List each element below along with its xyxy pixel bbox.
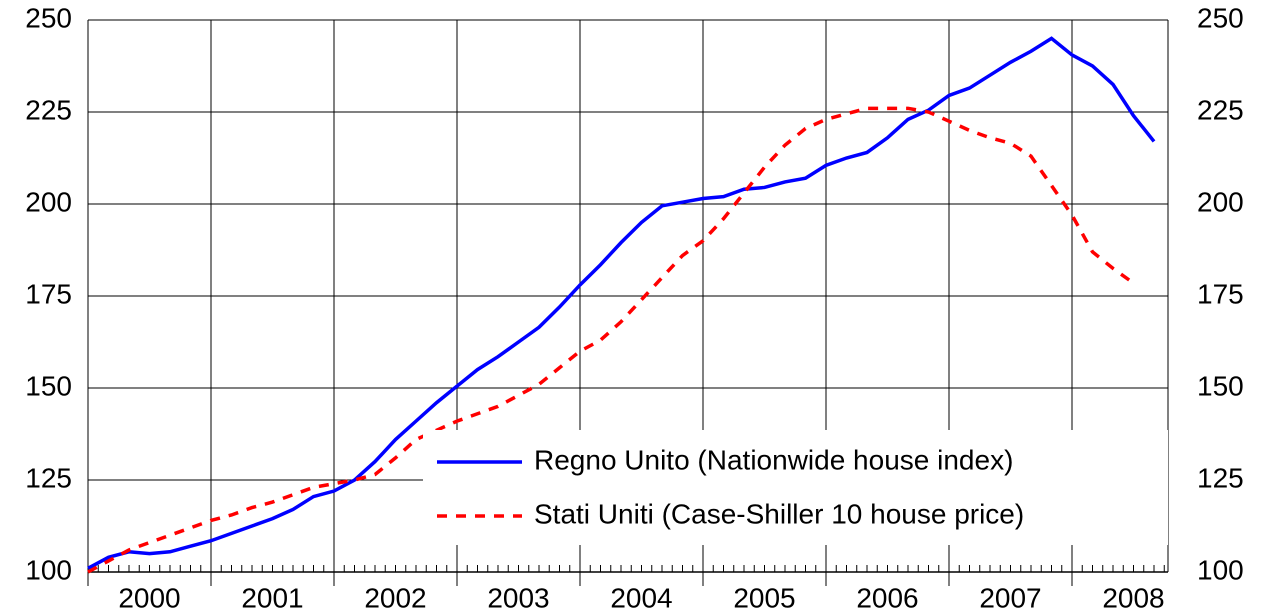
y2-tick-label: 225: [1197, 94, 1244, 125]
y-tick-label: 175: [25, 278, 72, 309]
x-tick-label: 2004: [610, 582, 672, 613]
y2-tick-label: 250: [1197, 2, 1244, 33]
y-tick-label: 250: [25, 2, 72, 33]
x-tick-label: 2005: [733, 582, 795, 613]
legend-label: Stati Uniti (Case-Shiller 10 house price…: [534, 498, 1024, 529]
y-tick-label: 200: [25, 186, 72, 217]
y2-tick-label: 125: [1197, 462, 1244, 493]
x-tick-label: 2000: [118, 582, 180, 613]
y2-tick-label: 175: [1197, 278, 1244, 309]
x-tick-label: 2003: [487, 582, 549, 613]
y-tick-label: 100: [25, 554, 72, 585]
legend-label: Regno Unito (Nationwide house index): [534, 444, 1013, 475]
series-line: [87, 36, 1156, 570]
y-tick-label: 125: [25, 462, 72, 493]
y2-tick-label: 150: [1197, 370, 1244, 401]
x-tick-label: 2007: [979, 582, 1041, 613]
y2-tick-label: 100: [1197, 554, 1244, 585]
x-tick-label: 2008: [1102, 582, 1164, 613]
x-tick-label: 2006: [856, 582, 918, 613]
y-tick-label: 150: [25, 370, 72, 401]
y-tick-label: 225: [25, 94, 72, 125]
y2-tick-label: 200: [1197, 186, 1244, 217]
x-tick-label: 2002: [364, 582, 426, 613]
legend-box: [423, 430, 1168, 545]
x-tick-label: 2001: [241, 582, 303, 613]
